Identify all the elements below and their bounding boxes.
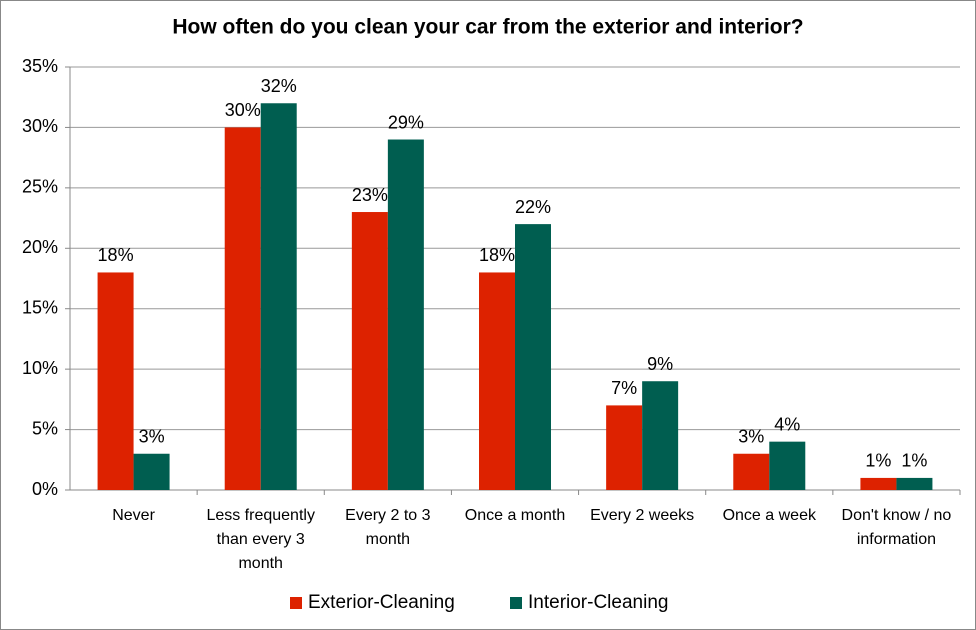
x-tick-label: Once a month: [464, 507, 566, 524]
bar: [733, 453, 770, 490]
x-tick-label: Every 2 weeks: [590, 507, 695, 524]
value-label: 32%: [261, 76, 297, 96]
bar: [515, 224, 551, 490]
bar: [133, 453, 170, 490]
y-tick-label: 0%: [32, 479, 58, 499]
value-label: 30%: [225, 100, 261, 120]
bar: [896, 477, 933, 490]
value-label: 18%: [98, 245, 134, 265]
x-tick-label: Once a week: [722, 507, 816, 524]
x-tick-label: Never: [112, 507, 155, 524]
chart-title: How often do you clean your car from the…: [172, 16, 803, 39]
bar: [860, 477, 897, 490]
y-tick-label: 10%: [22, 358, 58, 378]
x-tick-label: Less frequently than every 3 month: [206, 507, 315, 572]
value-label: 9%: [647, 354, 673, 374]
bar: [351, 212, 388, 490]
value-label: 1%: [901, 451, 927, 471]
bar: [224, 127, 261, 490]
y-tick-label: 35%: [22, 56, 58, 76]
bar: [479, 272, 515, 490]
legend-label: Exterior-Cleaning: [308, 592, 455, 613]
bar: [769, 441, 806, 490]
value-label: 3%: [738, 426, 764, 446]
y-tick-label: 20%: [22, 237, 58, 257]
x-tick-label: Don't know / no information: [841, 507, 952, 548]
bar: [387, 139, 424, 490]
value-label: 1%: [865, 451, 891, 471]
value-label: 4%: [774, 414, 800, 434]
legend-swatch: [290, 597, 302, 609]
value-label: 23%: [352, 185, 388, 205]
bar: [642, 381, 679, 490]
bar: [606, 405, 643, 490]
bar: [97, 272, 134, 490]
value-label: 18%: [479, 245, 515, 265]
y-tick-label: 25%: [22, 177, 58, 197]
value-label: 3%: [139, 426, 165, 446]
value-label: 22%: [515, 197, 551, 217]
value-label: 7%: [611, 378, 637, 398]
legend-label: Interior-Cleaning: [528, 592, 668, 613]
legend-swatch: [510, 597, 522, 609]
x-tick-label: Every 2 to 3 month: [345, 507, 431, 548]
y-tick-label: 30%: [22, 116, 58, 136]
y-tick-label: 5%: [32, 418, 58, 438]
value-label: 29%: [388, 112, 424, 132]
y-tick-label: 15%: [22, 297, 58, 317]
bar: [260, 103, 297, 490]
